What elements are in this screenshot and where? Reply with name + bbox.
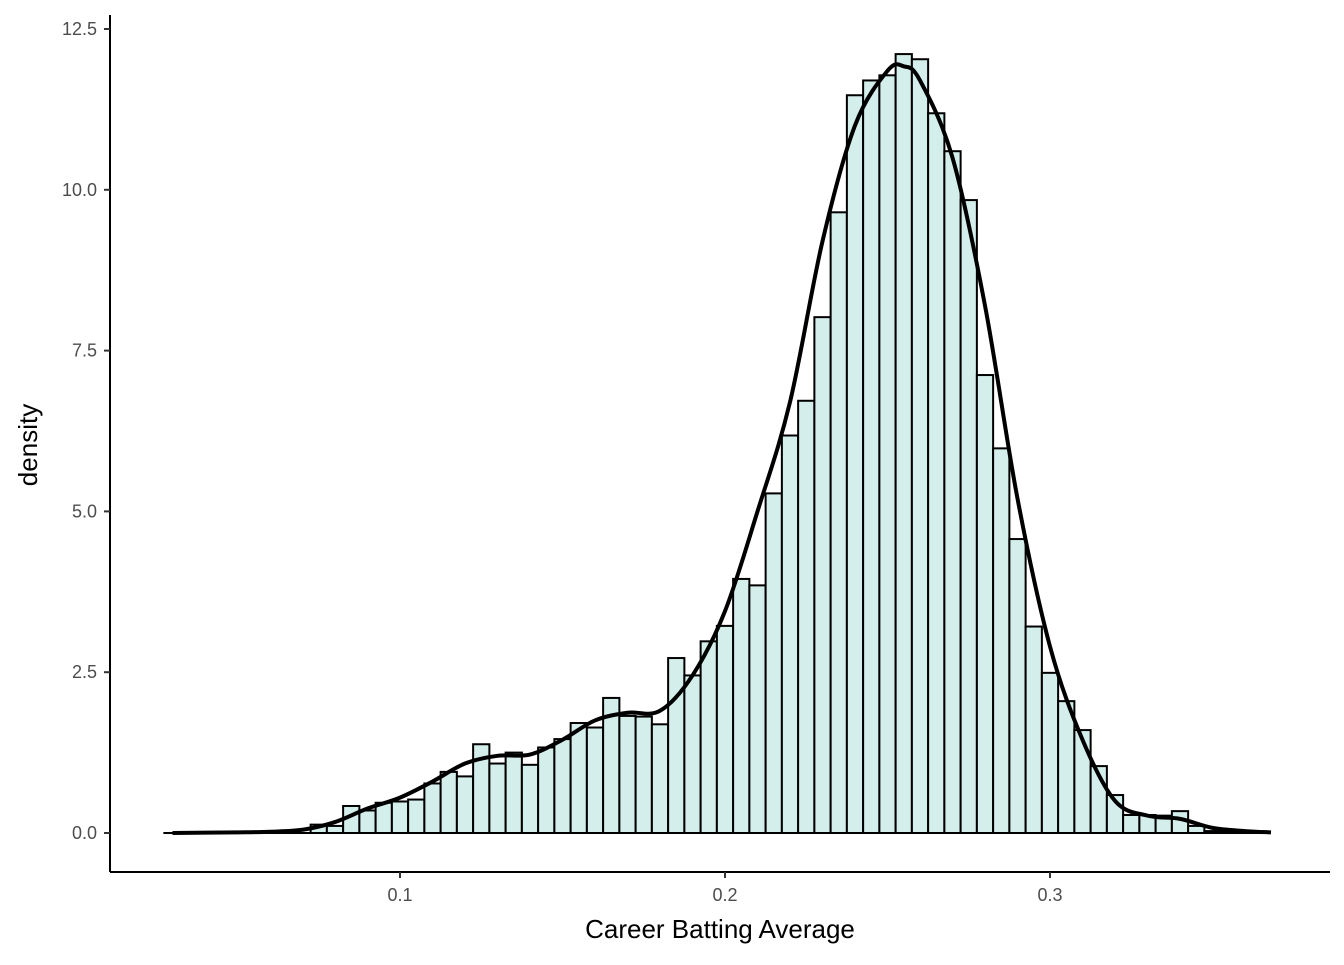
histogram-bar — [376, 803, 392, 833]
histogram-bar — [863, 80, 879, 833]
histogram-bar — [798, 401, 814, 833]
x-tick-label: 0.3 — [1037, 885, 1062, 905]
histogram-bar — [408, 800, 424, 833]
histogram-bar — [944, 151, 960, 833]
x-axis-label: Career Batting Average — [585, 914, 855, 944]
histogram-bar — [831, 212, 847, 833]
histogram-bar — [717, 626, 733, 833]
histogram-bar — [912, 59, 928, 833]
histogram-bar — [1026, 627, 1042, 833]
histogram-bar — [571, 723, 587, 833]
histogram-bar — [668, 658, 684, 833]
histogram-bar — [961, 200, 977, 833]
histogram-bar — [1042, 673, 1058, 833]
histogram-bar — [1123, 815, 1139, 833]
x-ticks: 0.1 0.2 0.3 — [387, 872, 1062, 905]
histogram-bar — [1058, 701, 1074, 833]
histogram-bar — [424, 783, 440, 833]
y-tick-label: 0.0 — [72, 823, 97, 843]
x-tick-label: 0.1 — [387, 885, 412, 905]
histogram-bar — [733, 579, 749, 833]
y-tick-label: 10.0 — [62, 180, 97, 200]
histogram-bar — [879, 75, 895, 833]
histogram-bar — [766, 493, 782, 833]
y-axis-label: density — [13, 404, 43, 486]
histogram-bar — [652, 724, 668, 833]
histogram-bar — [506, 753, 522, 833]
histogram-bar — [1074, 730, 1090, 833]
histogram-bar — [896, 54, 912, 833]
histogram-bar — [619, 716, 635, 833]
histogram-bar — [554, 739, 570, 833]
histogram-bar — [977, 375, 993, 833]
histogram-bar — [684, 675, 700, 833]
histogram-bar — [749, 585, 765, 833]
histogram-bar — [1204, 831, 1220, 833]
y-tick-label: 12.5 — [62, 19, 97, 39]
histogram-bar — [489, 764, 505, 833]
histogram-bar — [701, 641, 717, 833]
histogram-bar — [359, 810, 375, 833]
histogram-bar — [928, 113, 944, 833]
histogram-bar — [392, 801, 408, 833]
histogram-bar — [327, 826, 343, 833]
y-tick-label: 7.5 — [72, 341, 97, 361]
histogram-bar — [457, 776, 473, 833]
bars-layer — [164, 54, 1269, 833]
histogram-bar — [782, 436, 798, 833]
histogram-bar — [993, 448, 1009, 833]
y-tick-label: 2.5 — [72, 662, 97, 682]
histogram-bar — [441, 772, 457, 833]
histogram-bar — [587, 728, 603, 833]
histogram-bar — [814, 317, 830, 833]
histogram-bar — [1009, 539, 1025, 833]
histogram-bar — [522, 765, 538, 833]
y-ticks: 0.0 2.5 5.0 7.5 10.0 12.5 — [62, 19, 110, 843]
y-tick-label: 5.0 — [72, 501, 97, 521]
x-tick-label: 0.2 — [712, 885, 737, 905]
histogram-bar — [538, 747, 554, 833]
histogram-bar — [847, 95, 863, 833]
histogram-bar — [636, 717, 652, 833]
